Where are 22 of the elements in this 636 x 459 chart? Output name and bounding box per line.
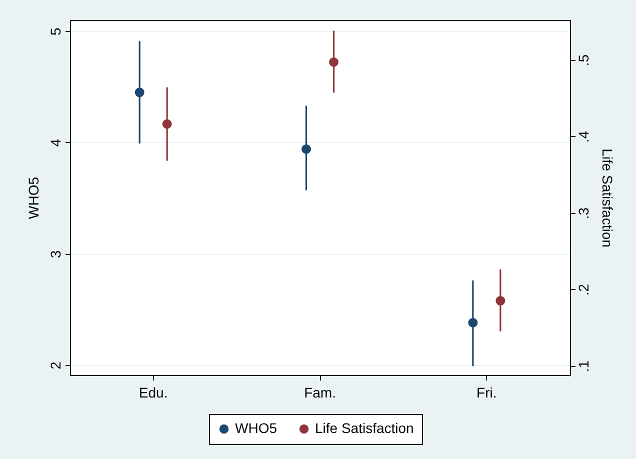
y2-tick-label: .1 [576,360,592,372]
y-axis-title: WHO5 [26,176,42,219]
y2-tick-label: .4 [576,130,592,143]
point [134,88,144,98]
y2-tick-label: .5 [576,54,592,66]
point [496,296,506,306]
point [468,318,478,328]
y2-axis-title: Life Satisfaction [600,148,616,248]
x-tick-label: Edu. [138,384,168,400]
y-tick-label: 4 [48,138,64,147]
y2-tick-label: .2 [576,284,592,296]
legend-label: Life Satisfaction [315,420,414,436]
point [162,119,172,129]
x-tick-label: Fam. [304,384,336,400]
y-tick-label: 3 [48,250,64,258]
y-tick-label: 2 [48,361,64,370]
y2-tick-label: .3 [576,207,592,220]
y-tick-label: 5 [48,28,64,36]
point [329,57,338,67]
legend-label: WHO5 [235,420,278,436]
x-tick-label: Fri. [476,384,497,400]
point [302,144,311,154]
